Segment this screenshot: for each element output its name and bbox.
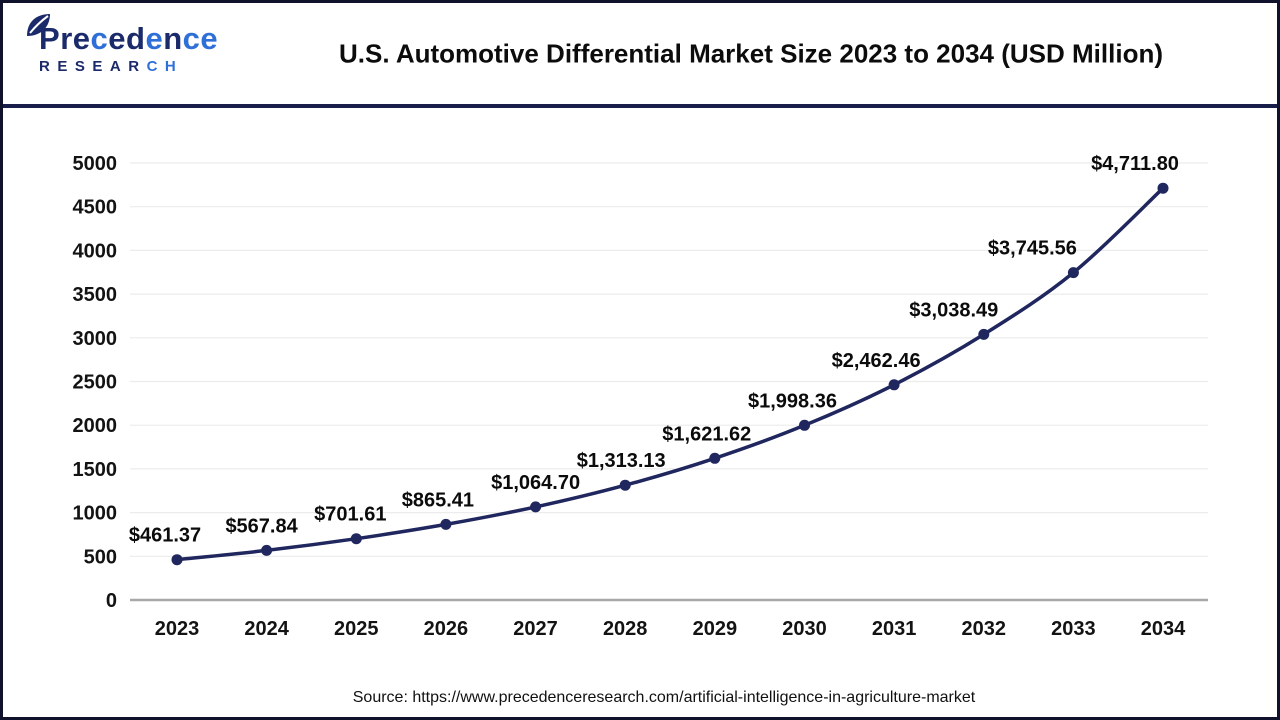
data-point-label: $567.84: [225, 515, 298, 537]
brand-sub-letter: E: [92, 58, 110, 75]
data-point-marker[interactable]: [1067, 267, 1079, 279]
x-axis-tick-label: 2032: [962, 618, 1007, 640]
source-link[interactable]: Source: https://www.precedenceresearch.c…: [352, 689, 976, 706]
chart-svg: 0 500 1000 1500 2000 2500 3000 3500 4000 4500 5000…: [73, 153, 1208, 640]
brand-letter: e: [72, 21, 91, 56]
x-axis-tick-label: 2031: [872, 618, 917, 640]
brand-sub-letter: S: [74, 58, 93, 75]
leaf-icon: [27, 14, 50, 36]
brand-sub-letter: A: [109, 58, 129, 75]
data-point-label: $3,745.56: [988, 238, 1077, 260]
data-point-label: $701.61: [314, 504, 386, 526]
brand-wordmark: Precedence: [27, 14, 219, 56]
brand-subtitle: RESEARCH: [39, 59, 218, 74]
data-point-marker[interactable]: [709, 452, 721, 464]
y-axis-tick-label: 1500: [73, 459, 118, 481]
x-axis-tick-label: 2033: [1051, 618, 1096, 640]
brand-letter: c: [90, 21, 109, 56]
brand-letter: n: [163, 21, 183, 56]
y-axis-tick-label: 1000: [73, 503, 118, 525]
y-axis-tick-label: 5000: [73, 153, 118, 175]
y-axis-tick-label: 4000: [73, 240, 118, 262]
y-axis-tick-label: 2500: [73, 372, 118, 394]
x-axis-tick-label: 2025: [334, 618, 379, 640]
data-point-marker[interactable]: [978, 328, 990, 340]
y-axis-tick-label: 2000: [73, 415, 118, 437]
data-point-label: $4,711.80: [1091, 153, 1179, 175]
brand-logo: Precedence RESEARCH: [27, 14, 219, 74]
data-point-marker[interactable]: [1157, 182, 1169, 194]
data-point-marker[interactable]: [888, 379, 900, 391]
brand-letter: e: [108, 21, 127, 56]
page-title: U.S. Automotive Differential Market Size…: [338, 38, 1164, 68]
data-point-marker[interactable]: [440, 518, 452, 530]
brand-sub-letter: E: [57, 58, 75, 75]
x-axis-tick-label: 2024: [244, 618, 289, 640]
data-point-label: $3,038.49: [909, 299, 998, 321]
data-point-label: $1,064.70: [491, 472, 580, 494]
header: Precedence RESEARCH U.S. Automotive Diff…: [3, 3, 1277, 108]
x-axis-tick-label: 2026: [424, 618, 469, 640]
brand-sub-letter: C: [146, 58, 165, 75]
brand-letter: d: [126, 21, 146, 56]
brand-sub-letter: R: [128, 58, 147, 75]
data-point-label: $1,621.62: [662, 423, 751, 445]
y-axis-tick-label: 3500: [73, 284, 118, 306]
data-point-marker[interactable]: [171, 554, 183, 566]
y-axis-tick-label: 0: [106, 590, 117, 612]
brand-letter: P: [39, 21, 61, 56]
data-point-label: $1,313.13: [577, 450, 666, 472]
brand-letter: e: [145, 21, 164, 56]
data-point-label: $461.37: [129, 525, 201, 547]
x-axis-tick-label: 2030: [782, 618, 827, 640]
x-axis-tick-label: 2023: [155, 618, 200, 640]
data-point-label: $865.41: [402, 489, 474, 511]
brand-letter: r: [60, 21, 73, 56]
x-axis-tick-label: 2029: [693, 618, 738, 640]
x-axis-tick-label: 2028: [603, 618, 648, 640]
brand-sub-letter: H: [164, 58, 184, 75]
chart-area: 0 500 1000 1500 2000 2500 3000 3500 4000 4500 5000…: [3, 108, 1277, 717]
brand-letter: e: [200, 21, 219, 56]
data-point-label: $2,462.46: [832, 350, 921, 372]
x-axis-tick-label: 2027: [513, 618, 558, 640]
y-axis-tick-label: 500: [84, 546, 117, 568]
y-axis-tick-label: 4500: [73, 197, 118, 219]
brand-letter: c: [182, 21, 201, 56]
data-point-marker[interactable]: [530, 501, 542, 513]
x-axis-tick-label: 2034: [1141, 618, 1186, 640]
brand-sub-letter: R: [39, 58, 58, 75]
data-point-marker[interactable]: [619, 479, 631, 491]
data-point-marker[interactable]: [350, 533, 362, 545]
data-point-marker[interactable]: [261, 544, 273, 556]
data-point-marker[interactable]: [799, 419, 810, 431]
y-axis-tick-label: 3000: [73, 328, 118, 350]
data-point-label: $1,998.36: [748, 390, 837, 412]
